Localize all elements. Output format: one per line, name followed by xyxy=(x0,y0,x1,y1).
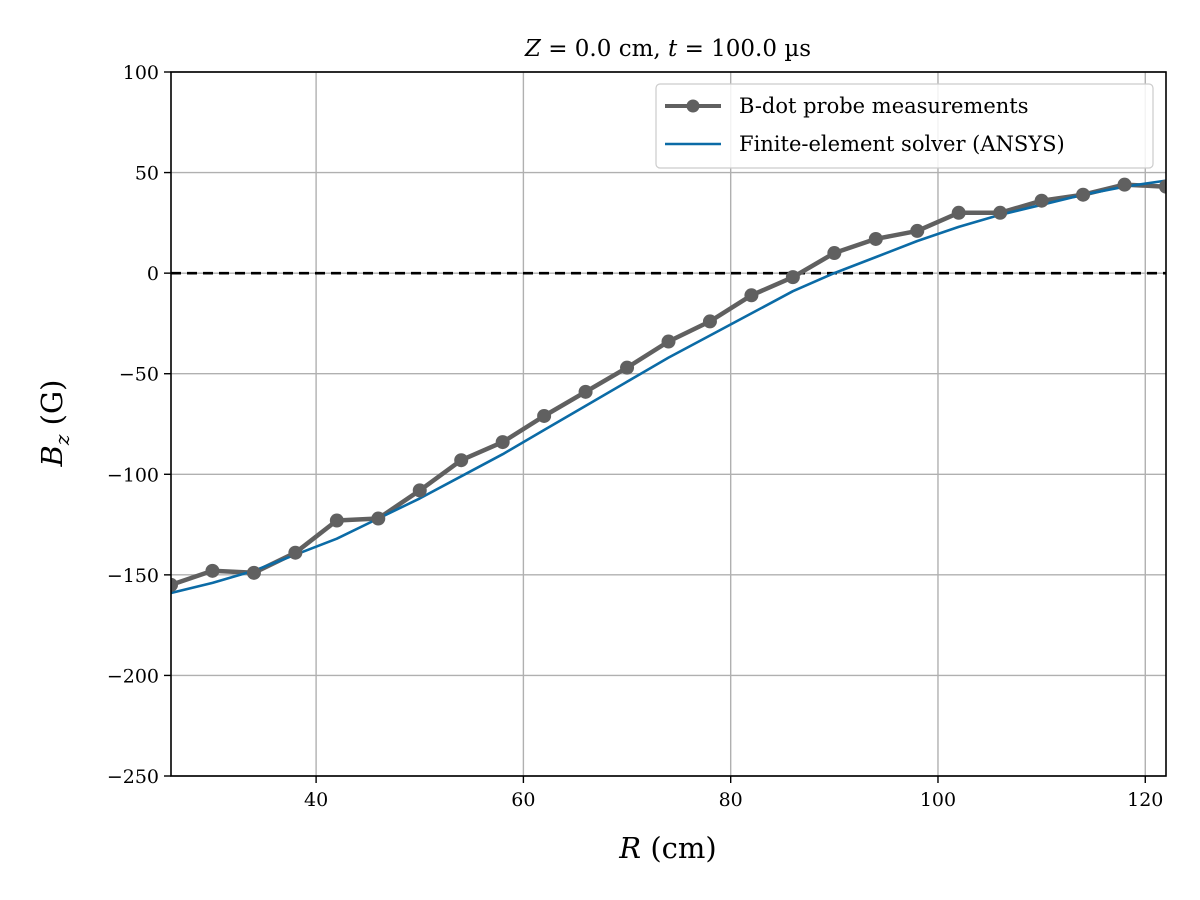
x-axis-label: R (cm) xyxy=(618,831,716,865)
series-layer xyxy=(171,177,1166,595)
bdot-marker xyxy=(910,223,925,238)
bdot-marker xyxy=(329,513,344,528)
legend-box xyxy=(655,83,1154,169)
chart-title: Z = 0.0 cm, t = 100.0 µs xyxy=(524,36,811,62)
plot-frame xyxy=(170,71,1167,777)
bdot-marker xyxy=(495,435,510,450)
bdot-marker xyxy=(578,384,593,399)
y-tick-label: 100 xyxy=(123,62,159,84)
bdot-marker xyxy=(1117,177,1132,192)
legend-label-ansys: Finite-element solver (ANSYS) xyxy=(739,132,1065,156)
bdot-marker xyxy=(537,408,552,423)
bdot-marker xyxy=(951,205,966,220)
x-tick-label: 40 xyxy=(304,789,328,811)
bdot-marker xyxy=(827,246,842,261)
bdot-marker xyxy=(412,483,427,498)
bdot-marker xyxy=(702,314,717,329)
y-tick-label: −50 xyxy=(119,364,159,386)
x-tick-label: 60 xyxy=(511,789,535,811)
bdot-marker xyxy=(785,270,800,285)
y-tick-label: 50 xyxy=(135,163,159,185)
x-tick-label: 100 xyxy=(920,789,956,811)
bdot-marker xyxy=(1034,193,1049,208)
y-tick-label: −250 xyxy=(107,766,159,788)
bdot-marker xyxy=(620,360,635,375)
bdot-marker xyxy=(371,511,386,526)
bdot-marker xyxy=(246,565,261,580)
y-axis-label: Bz (G) xyxy=(35,380,74,468)
y-tick-label: −150 xyxy=(107,565,159,587)
bdot-marker xyxy=(744,288,759,303)
legend-label-bdot: B-dot probe measurements xyxy=(739,94,1029,118)
bdot-markers xyxy=(171,177,1166,592)
bdot-marker xyxy=(205,563,220,578)
bdot-marker xyxy=(661,334,676,349)
ticks: 40 60 80 100 120 100 50 0 −50 −100 −150 −200 −250 xyxy=(107,62,1164,811)
x-tick-label: 120 xyxy=(1127,789,1163,811)
bdot-marker xyxy=(868,231,883,246)
y-tick-label: −100 xyxy=(107,464,159,486)
bdot-marker xyxy=(1076,187,1091,202)
y-tick-label: 0 xyxy=(147,263,159,285)
y-tick-label: −200 xyxy=(107,665,159,687)
bdot-marker xyxy=(1159,179,1166,194)
bdot-marker xyxy=(993,205,1008,220)
bdot-marker xyxy=(288,545,303,560)
x-tick-label: 80 xyxy=(719,789,743,811)
legend-marker-bdot xyxy=(686,99,700,113)
bdot-marker xyxy=(171,577,178,592)
legend: B-dot probe measurements Finite-element … xyxy=(655,83,1154,169)
bdot-marker xyxy=(454,453,469,468)
